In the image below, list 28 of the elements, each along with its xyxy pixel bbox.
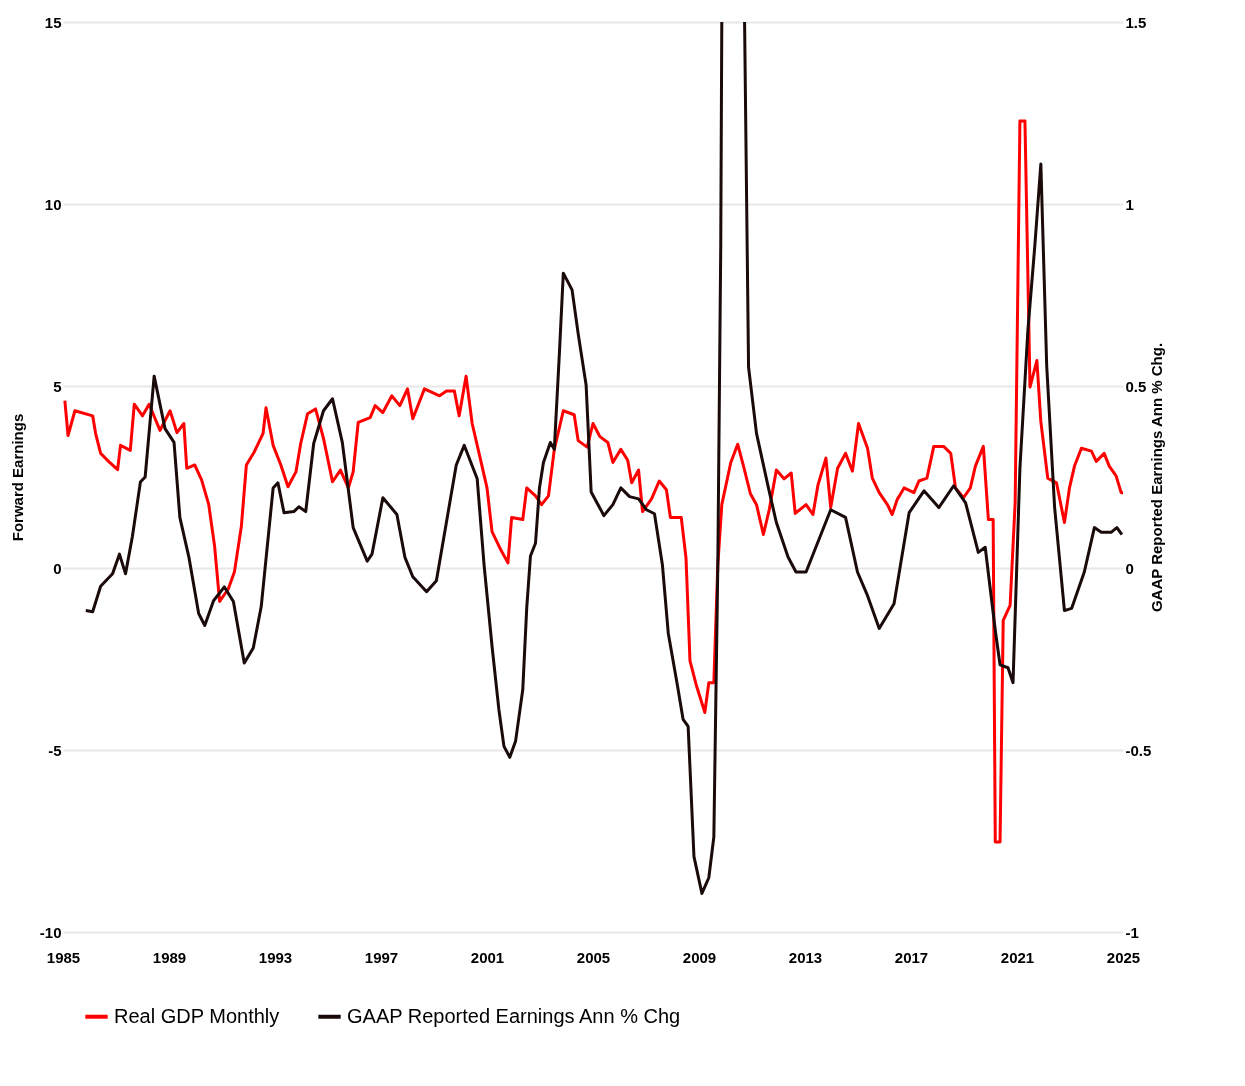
- x-tick-label: 2005: [576, 948, 611, 966]
- x-tick-label: 2021: [1000, 948, 1035, 966]
- y2-tick-label: 0: [1125, 559, 1134, 577]
- y2-axis-title: GAAP Reported Earnings Ann % Chg.: [1148, 342, 1166, 613]
- x-tick-label: 2013: [788, 948, 823, 966]
- y2-tick-label: -0.5: [1125, 741, 1152, 759]
- x-tick-label: 1993: [258, 948, 293, 966]
- x-tick-label: 1997: [364, 948, 399, 966]
- y-tick-label: 10: [44, 195, 62, 213]
- x-tick-label: 2025: [1106, 948, 1141, 966]
- x-tick-label: 1989: [152, 948, 187, 966]
- x-tick-label: 2001: [470, 948, 505, 966]
- y-axis-title: Forward Earnings: [8, 413, 26, 542]
- y-tick-label: 0: [53, 559, 62, 577]
- legend-label: Real GDP Monthly: [114, 1004, 280, 1027]
- y2-tick-label: -1: [1125, 923, 1139, 941]
- x-tick-label: 2017: [894, 948, 929, 966]
- line-series: [63, 119, 1123, 844]
- y-tick-label: -5: [48, 741, 62, 759]
- y-tick-label: 15: [44, 13, 62, 31]
- y2-tick-label: 1.5: [1125, 13, 1147, 31]
- legend-label: GAAP Reported Earnings Ann % Chg: [347, 1004, 681, 1027]
- y2-tick-label: 0.5: [1125, 377, 1147, 395]
- x-tick-label: 2009: [682, 948, 717, 966]
- y-tick-label: 5: [53, 377, 62, 395]
- y2-tick-label: 1: [1125, 195, 1134, 213]
- y-tick-label: -10: [39, 923, 62, 941]
- x-tick-label: 1985: [46, 948, 81, 966]
